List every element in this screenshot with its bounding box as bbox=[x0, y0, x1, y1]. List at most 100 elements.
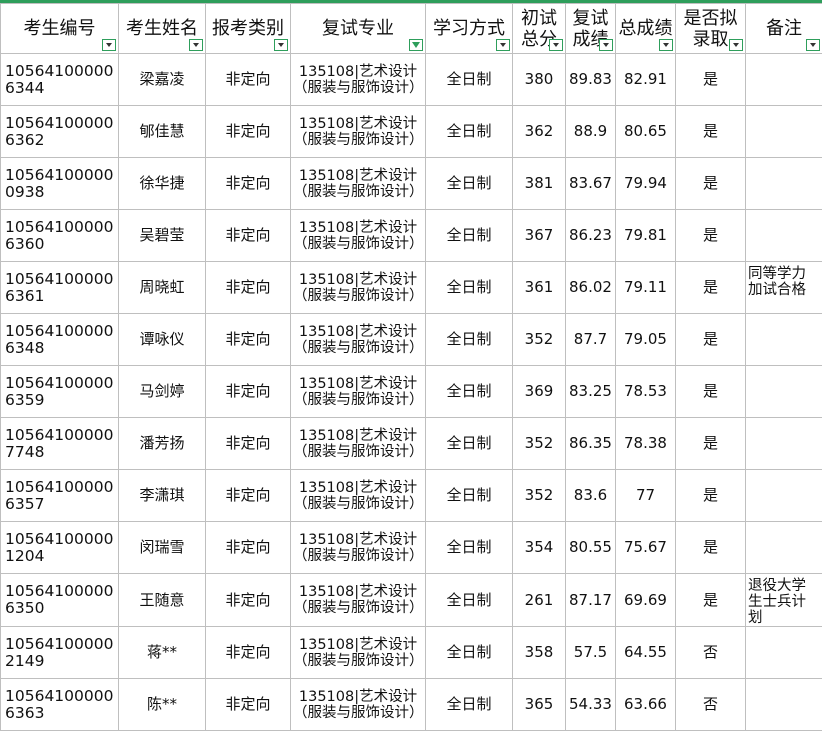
table-cell: 380 bbox=[513, 54, 566, 106]
table-cell: 135108|艺术设计 （服装与服饰设计） bbox=[291, 366, 426, 418]
table-cell: 郇佳慧 bbox=[119, 106, 206, 158]
table-cell: 83.6 bbox=[566, 470, 616, 522]
table-cell: 全日制 bbox=[426, 54, 513, 106]
table-cell: 潘芳扬 bbox=[119, 418, 206, 470]
table-cell: 否 bbox=[676, 679, 746, 731]
table-cell: 全日制 bbox=[426, 314, 513, 366]
filter-button[interactable] bbox=[102, 39, 116, 51]
header-cell: 总成绩 bbox=[616, 4, 676, 54]
table-cell: 369 bbox=[513, 366, 566, 418]
header-cell: 复试专业 bbox=[291, 4, 426, 54]
table-cell: 全日制 bbox=[426, 679, 513, 731]
filter-button[interactable] bbox=[806, 39, 820, 51]
table-cell: 87.7 bbox=[566, 314, 616, 366]
table-cell: 非定向 bbox=[206, 470, 291, 522]
table-cell: 是 bbox=[676, 106, 746, 158]
header-text: 备注 bbox=[766, 18, 802, 39]
table-cell: 367 bbox=[513, 210, 566, 262]
data-table: 考生编号考生姓名报考类别复试专业学习方式初试总分复试成绩总成绩是否拟录取备注 1… bbox=[0, 3, 822, 731]
table-cell: 75.67 bbox=[616, 522, 676, 574]
table-cell: 135108|艺术设计 （服装与服饰设计） bbox=[291, 574, 426, 627]
table-cell: 86.35 bbox=[566, 418, 616, 470]
table-cell: 79.94 bbox=[616, 158, 676, 210]
table-cell: 是 bbox=[676, 210, 746, 262]
table-cell: 徐华捷 bbox=[119, 158, 206, 210]
table-cell: 105641000002149 bbox=[1, 627, 119, 679]
table-cell: 89.83 bbox=[566, 54, 616, 106]
header-text: 总成绩 bbox=[619, 18, 673, 39]
table-cell: 54.33 bbox=[566, 679, 616, 731]
table-cell: 同等学力加试合格 bbox=[746, 262, 822, 314]
filter-button[interactable] bbox=[274, 39, 288, 51]
header-cell: 报考类别 bbox=[206, 4, 291, 54]
table-cell: 105641000006357 bbox=[1, 470, 119, 522]
filter-button[interactable] bbox=[599, 39, 613, 51]
table-cell: 78.38 bbox=[616, 418, 676, 470]
table-cell: 105641000006359 bbox=[1, 366, 119, 418]
table-cell: 非定向 bbox=[206, 106, 291, 158]
table-cell: 135108|艺术设计 （服装与服饰设计） bbox=[291, 54, 426, 106]
table-cell: 谭咏仪 bbox=[119, 314, 206, 366]
table-cell: 马剑婷 bbox=[119, 366, 206, 418]
table-cell: 是 bbox=[676, 314, 746, 366]
table-cell: 361 bbox=[513, 262, 566, 314]
table-cell: 周晓虹 bbox=[119, 262, 206, 314]
table-cell: 83.67 bbox=[566, 158, 616, 210]
table-cell: 365 bbox=[513, 679, 566, 731]
filter-button[interactable] bbox=[496, 39, 510, 51]
table-cell: 陈** bbox=[119, 679, 206, 731]
header-cell: 考生姓名 bbox=[119, 4, 206, 54]
filter-button[interactable] bbox=[549, 39, 563, 51]
header-cell: 初试总分 bbox=[513, 4, 566, 54]
table-cell: 80.55 bbox=[566, 522, 616, 574]
table-cell bbox=[746, 470, 822, 522]
table-cell: 105641000006362 bbox=[1, 106, 119, 158]
table-cell bbox=[746, 158, 822, 210]
table-cell: 69.69 bbox=[616, 574, 676, 627]
filter-button[interactable] bbox=[729, 39, 743, 51]
table-cell: 全日制 bbox=[426, 210, 513, 262]
table-cell bbox=[746, 314, 822, 366]
table-cell: 381 bbox=[513, 158, 566, 210]
table-cell: 86.23 bbox=[566, 210, 616, 262]
filter-button[interactable] bbox=[189, 39, 203, 51]
table-cell: 是 bbox=[676, 366, 746, 418]
table-cell: 57.5 bbox=[566, 627, 616, 679]
table-cell: 王随意 bbox=[119, 574, 206, 627]
table-cell: 105641000001204 bbox=[1, 522, 119, 574]
table-cell: 非定向 bbox=[206, 314, 291, 366]
table-cell: 全日制 bbox=[426, 522, 513, 574]
table-cell: 77 bbox=[616, 470, 676, 522]
page: {"table": { "header": ["考生编号", "考生姓名", "… bbox=[0, 0, 822, 680]
table-cell: 蒋** bbox=[119, 627, 206, 679]
table-cell: 105641000006361 bbox=[1, 262, 119, 314]
table-cell bbox=[746, 627, 822, 679]
table-cell: 135108|艺术设计 （服装与服饰设计） bbox=[291, 418, 426, 470]
table-cell: 79.11 bbox=[616, 262, 676, 314]
table-cell: 87.17 bbox=[566, 574, 616, 627]
header-cell: 是否拟录取 bbox=[676, 4, 746, 54]
table-cell: 358 bbox=[513, 627, 566, 679]
table-cell: 非定向 bbox=[206, 158, 291, 210]
table-cell bbox=[746, 522, 822, 574]
table-cell: 是 bbox=[676, 470, 746, 522]
table-cell: 352 bbox=[513, 418, 566, 470]
table-cell: 105641000007748 bbox=[1, 418, 119, 470]
table-cell: 64.55 bbox=[616, 627, 676, 679]
table-cell: 135108|艺术设计 （服装与服饰设计） bbox=[291, 262, 426, 314]
filter-button[interactable] bbox=[409, 39, 423, 51]
table-cell: 全日制 bbox=[426, 106, 513, 158]
table-cell: 是 bbox=[676, 54, 746, 106]
table-cell: 88.9 bbox=[566, 106, 616, 158]
filter-button[interactable] bbox=[659, 39, 673, 51]
table-cell: 是 bbox=[676, 418, 746, 470]
table-cell bbox=[746, 366, 822, 418]
